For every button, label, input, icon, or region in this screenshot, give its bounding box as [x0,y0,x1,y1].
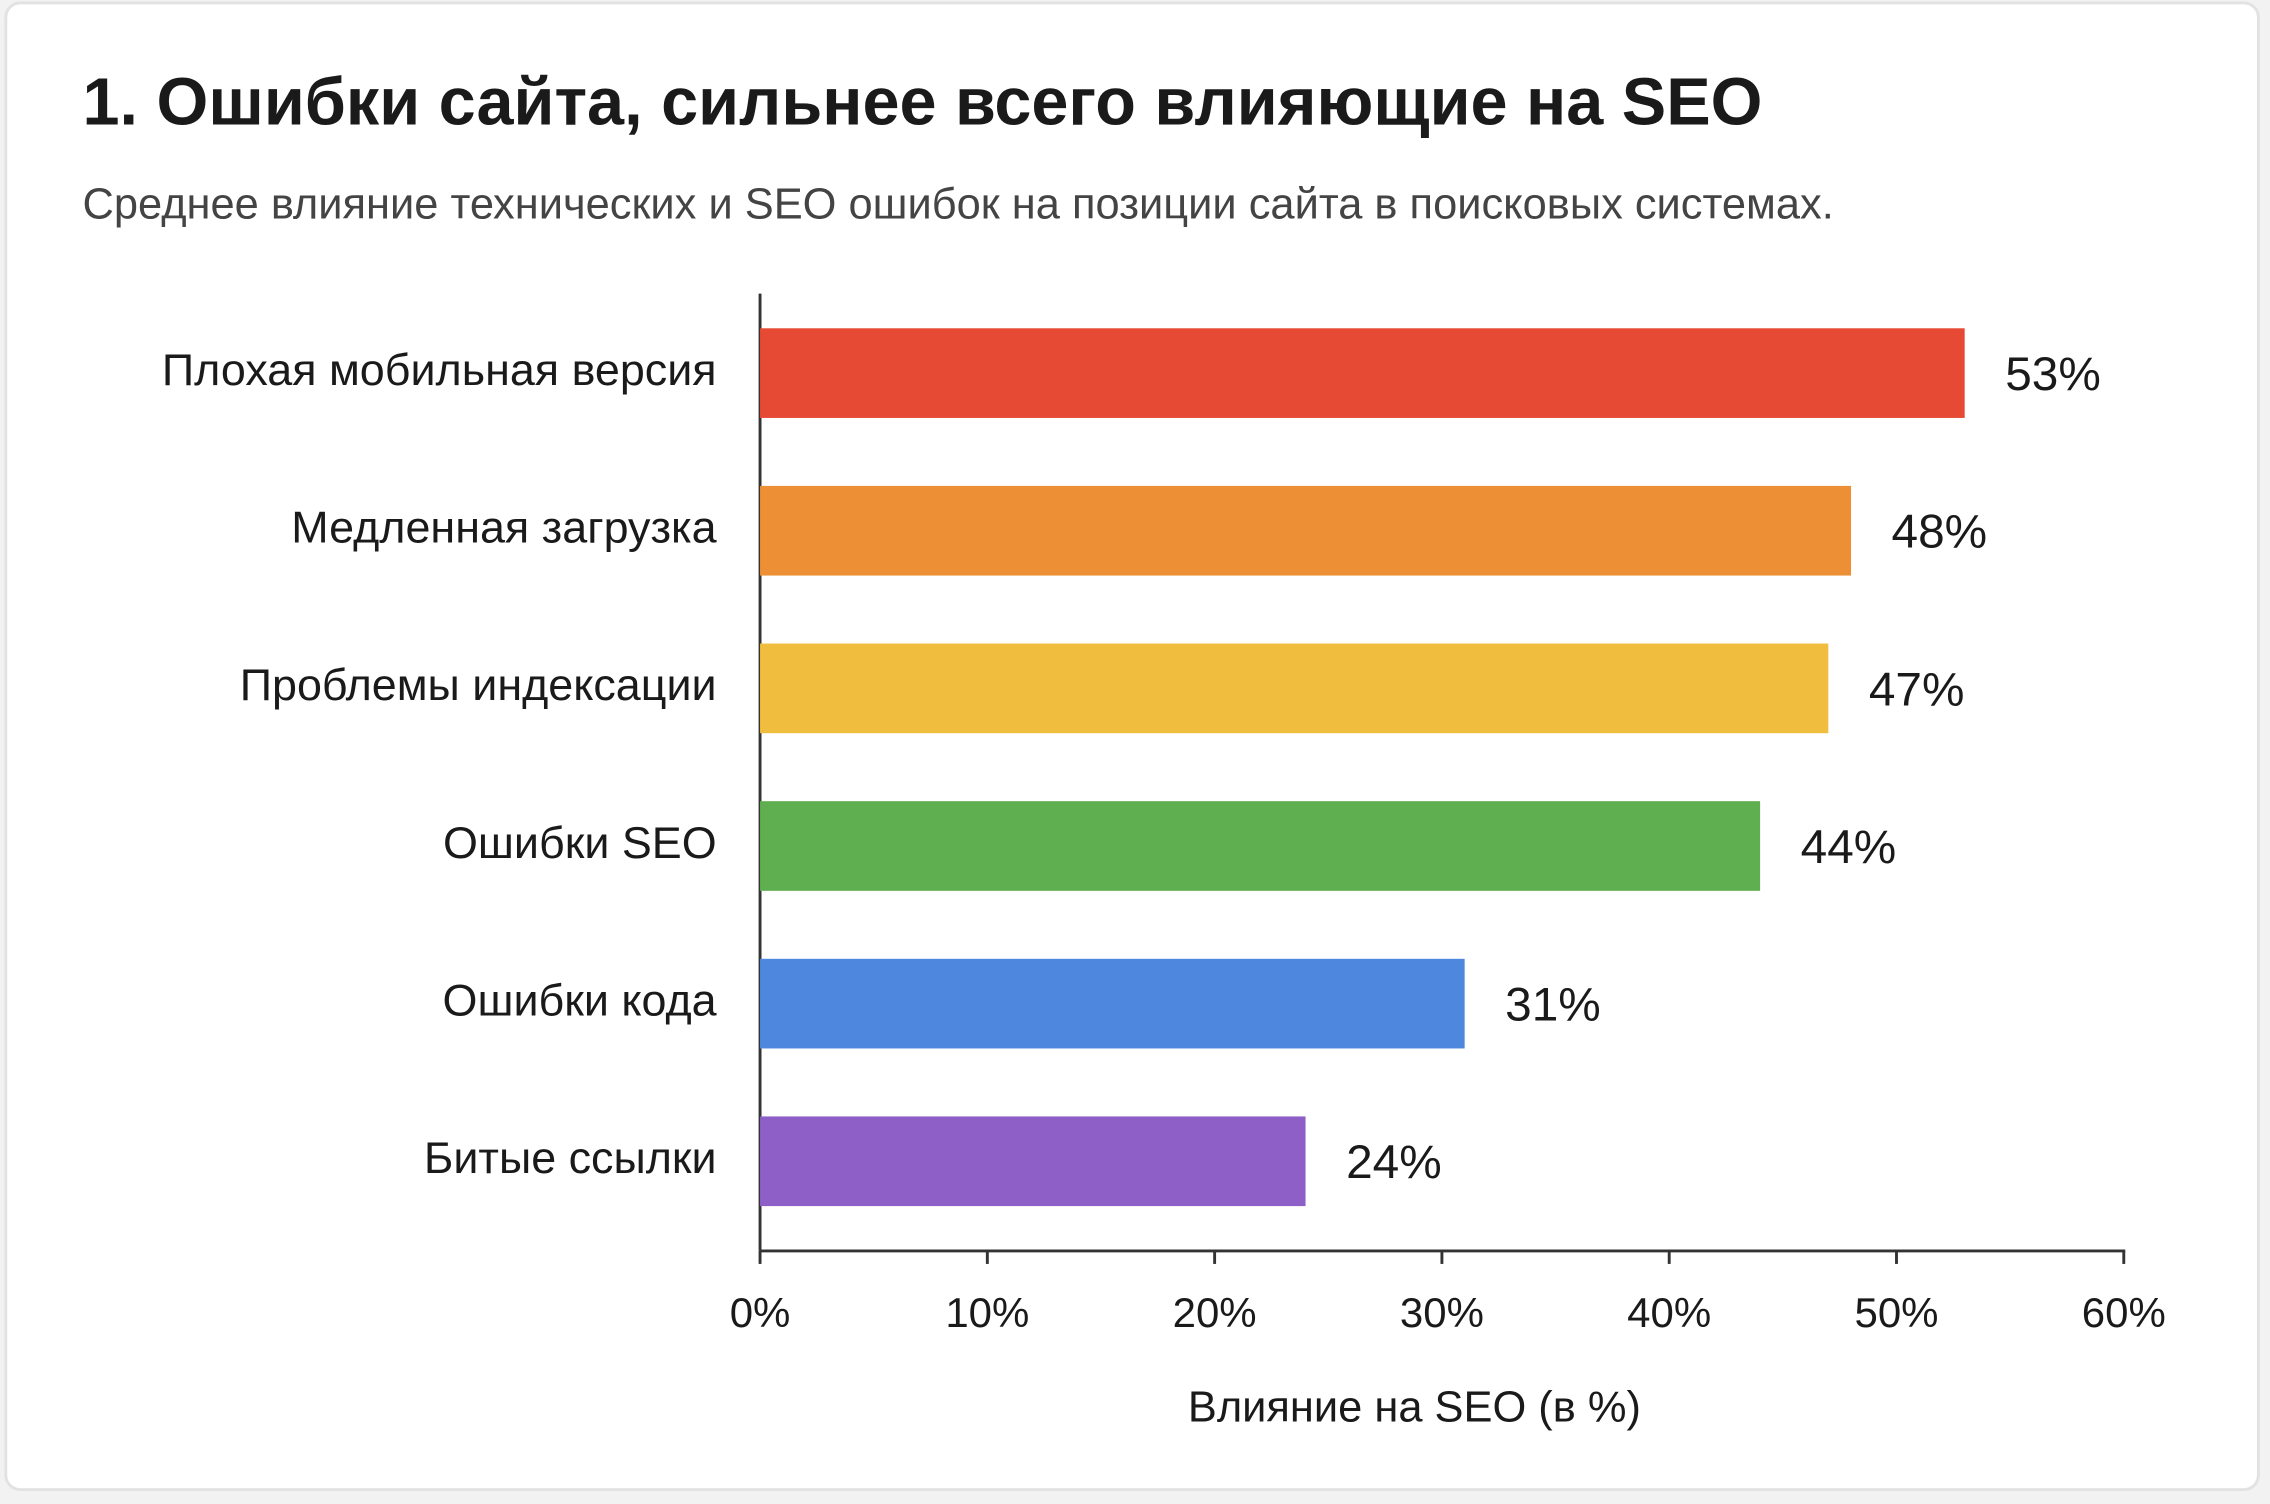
y-tick-label: Битые ссылки [424,1132,717,1183]
y-tick-label: Проблемы индексации [240,659,717,710]
x-tick-label: 10% [945,1289,1029,1336]
x-tick-label: 50% [1854,1289,1938,1336]
y-tick-label: Ошибки SEO [443,817,717,868]
x-tick-label: 20% [1173,1289,1257,1336]
x-axis-label: Влияние на SEO (в %) [1188,1383,1641,1431]
value-label: 44% [1801,821,1897,874]
y-tick-label: Плохая мобильная версия [162,344,717,395]
value-label: 47% [1869,663,1965,716]
bar [760,801,1761,891]
y-tick-label: Ошибки кода [443,974,717,1025]
bar [760,328,1965,418]
chart-subtitle: Среднее влияние технических и SEO ошибок… [83,180,1834,228]
value-label: 31% [1505,979,1601,1032]
value-label: 48% [1892,506,1988,559]
x-tick-label: 30% [1400,1289,1484,1336]
bar [760,643,1829,734]
y-tick-label: Медленная загрузка [291,502,716,553]
x-tick-label: 0% [730,1289,791,1336]
value-label: 53% [2005,348,2101,401]
bar [760,958,1465,1049]
value-label: 24% [1346,1136,1442,1189]
bar [760,485,1852,576]
bar [760,1116,1306,1207]
x-tick-label: 60% [2082,1289,2166,1336]
chart-title: 1. Ошибки сайта, сильнее всего влияющие … [83,66,1763,140]
x-tick-label: 40% [1627,1289,1711,1336]
